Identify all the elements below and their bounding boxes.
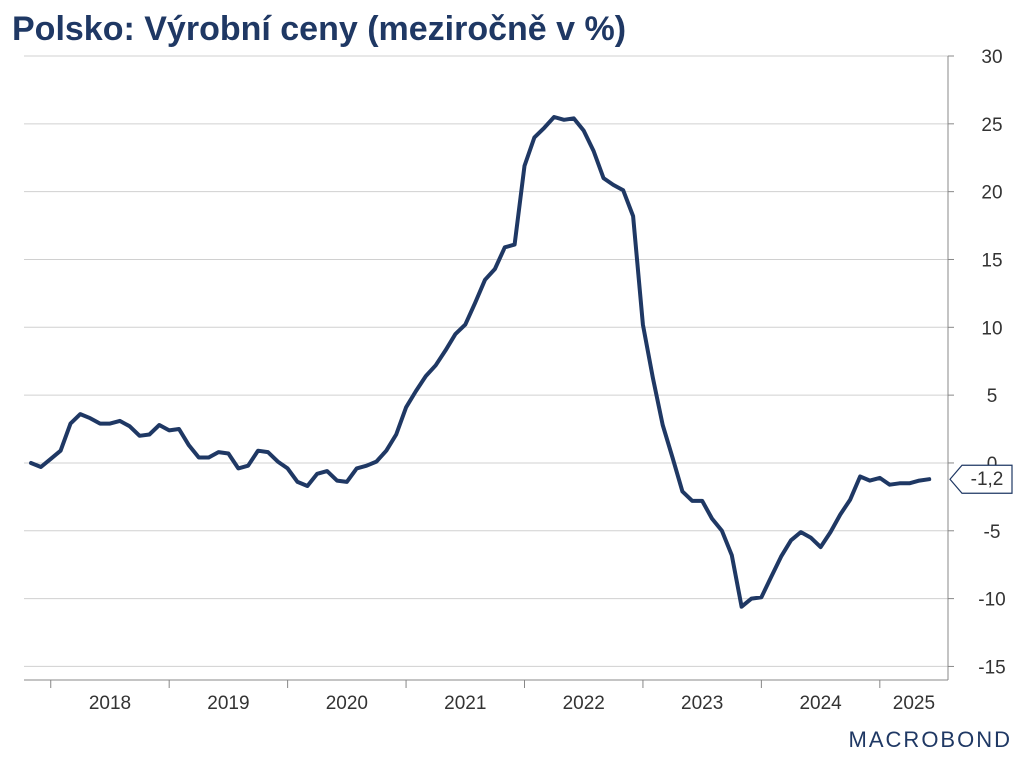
y-tick-label: 25 — [981, 115, 1002, 136]
y-tick-label: 0 — [987, 454, 998, 475]
axes — [24, 56, 949, 681]
chart-title: Polsko: Výrobní ceny (meziročně v %) — [12, 10, 627, 48]
x-tick-label: 2025 — [893, 693, 935, 714]
x-tick-label: 2018 — [89, 693, 131, 714]
y-tick-label: 30 — [981, 47, 1002, 68]
y-tick-label: 10 — [981, 318, 1002, 339]
y-tick-label: -10 — [978, 590, 1005, 611]
y-tick-label: -15 — [978, 657, 1005, 678]
series-line — [29, 115, 932, 609]
x-tick-label: 2019 — [207, 693, 249, 714]
x-axis-ticks: 2018 2019 2020 2021 2022 2023 2024 2025 — [50, 680, 935, 714]
last-value-callout: -1,2 — [949, 464, 1013, 494]
last-value-label: -1,2 — [971, 469, 1004, 490]
last-value-box — [949, 464, 1013, 494]
y-tick-label: 5 — [987, 386, 998, 407]
y-tick-label: -5 — [984, 522, 1001, 543]
y-tick-label: 15 — [981, 250, 1002, 271]
x-tick-label: 2020 — [326, 693, 368, 714]
x-tick-label: 2024 — [799, 693, 842, 714]
macrobond-logo: MACROBOND — [848, 727, 1012, 752]
series-group — [29, 115, 932, 609]
y-tick-label: 20 — [981, 183, 1002, 204]
x-tick-label: 2021 — [444, 693, 486, 714]
y-axis-ticks: 30 25 20 15 10 5 0 -5 -10 -15 — [948, 47, 1006, 678]
x-tick-label: 2023 — [681, 693, 723, 714]
x-tick-label: 2022 — [563, 693, 605, 714]
grid-lines — [24, 55, 948, 667]
